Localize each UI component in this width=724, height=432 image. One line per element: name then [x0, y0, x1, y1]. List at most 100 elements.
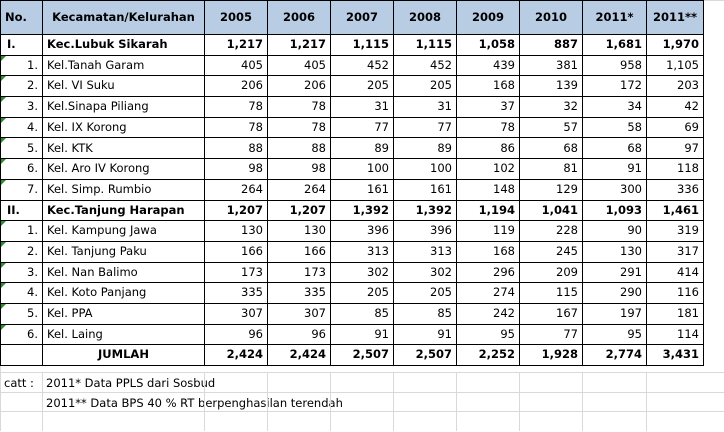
row-number[interactable]: 2.: [0, 75, 43, 98]
value-cell[interactable]: 319: [646, 220, 704, 242]
row-number[interactable]: 3.: [0, 261, 43, 284]
value-cell[interactable]: 68: [582, 137, 647, 160]
value-cell[interactable]: 116: [646, 282, 704, 304]
value-cell[interactable]: 307: [267, 302, 331, 325]
value-cell[interactable]: 414: [646, 261, 704, 284]
value-cell[interactable]: 95: [456, 323, 520, 346]
value-cell[interactable]: 1,392: [393, 199, 457, 222]
value-cell[interactable]: 2,507: [330, 344, 394, 366]
value-cell[interactable]: 405: [267, 54, 331, 77]
area-name[interactable]: Kec.Tanjung Harapan: [42, 199, 205, 222]
value-cell[interactable]: 205: [393, 282, 457, 304]
value-cell[interactable]: 1,461: [646, 199, 704, 222]
value-cell[interactable]: 98: [267, 158, 331, 180]
row-number[interactable]: 6.: [0, 158, 43, 180]
value-cell[interactable]: 300: [582, 178, 647, 201]
value-cell[interactable]: 168: [456, 240, 520, 263]
value-cell[interactable]: 1,207: [204, 199, 268, 222]
value-cell[interactable]: 2,424: [267, 344, 331, 366]
area-name[interactable]: Kel. IX Korong: [42, 116, 205, 139]
value-cell[interactable]: 335: [204, 282, 268, 304]
value-cell[interactable]: 89: [393, 137, 457, 160]
value-cell[interactable]: 58: [582, 116, 647, 139]
value-cell[interactable]: 161: [393, 178, 457, 201]
value-cell[interactable]: 77: [330, 116, 394, 139]
value-cell[interactable]: 274: [456, 282, 520, 304]
value-cell[interactable]: 57: [519, 116, 583, 139]
value-cell[interactable]: 129: [519, 178, 583, 201]
value-cell[interactable]: 452: [393, 54, 457, 77]
value-cell[interactable]: 1,681: [582, 34, 647, 56]
value-cell[interactable]: 264: [267, 178, 331, 201]
value-cell[interactable]: 313: [330, 240, 394, 263]
value-cell[interactable]: 168: [456, 75, 520, 98]
value-cell[interactable]: 206: [204, 75, 268, 98]
value-cell[interactable]: 317: [646, 240, 704, 263]
value-cell[interactable]: 86: [456, 137, 520, 160]
value-cell[interactable]: 81: [519, 158, 583, 180]
value-cell[interactable]: 98: [204, 158, 268, 180]
row-number[interactable]: 1.: [0, 54, 43, 77]
row-number[interactable]: 3.: [0, 96, 43, 118]
value-cell[interactable]: 68: [519, 137, 583, 160]
value-cell[interactable]: 166: [204, 240, 268, 263]
value-cell[interactable]: 887: [519, 34, 583, 56]
value-cell[interactable]: 205: [393, 75, 457, 98]
value-cell[interactable]: 396: [393, 220, 457, 242]
value-cell[interactable]: 78: [267, 96, 331, 118]
value-cell[interactable]: 77: [519, 323, 583, 346]
value-cell[interactable]: 90: [582, 220, 647, 242]
value-cell[interactable]: 96: [267, 323, 331, 346]
value-cell[interactable]: 37: [456, 96, 520, 118]
value-cell[interactable]: 181: [646, 302, 704, 325]
value-cell[interactable]: 42: [646, 96, 704, 118]
area-name[interactable]: Kel. KTK: [42, 137, 205, 160]
value-cell[interactable]: 97: [646, 137, 704, 160]
value-cell[interactable]: 302: [393, 261, 457, 284]
row-number[interactable]: II.: [0, 199, 43, 222]
area-name[interactable]: Kel. Nan Balimo: [42, 261, 205, 284]
value-cell[interactable]: 291: [582, 261, 647, 284]
value-cell[interactable]: 1,928: [519, 344, 583, 366]
value-cell[interactable]: 78: [456, 116, 520, 139]
value-cell[interactable]: 119: [456, 220, 520, 242]
value-cell[interactable]: 405: [204, 54, 268, 77]
row-number[interactable]: 5.: [0, 302, 43, 325]
row-number[interactable]: 7.: [0, 178, 43, 201]
row-number[interactable]: 1.: [0, 220, 43, 242]
value-cell[interactable]: 209: [519, 261, 583, 284]
value-cell[interactable]: 242: [456, 302, 520, 325]
value-cell[interactable]: 100: [330, 158, 394, 180]
area-name[interactable]: Kel. PPA: [42, 302, 205, 325]
value-cell[interactable]: 102: [456, 158, 520, 180]
value-cell[interactable]: 91: [582, 158, 647, 180]
value-cell[interactable]: 1,041: [519, 199, 583, 222]
value-cell[interactable]: 130: [267, 220, 331, 242]
value-cell[interactable]: 173: [204, 261, 268, 284]
value-cell[interactable]: 85: [330, 302, 394, 325]
value-cell[interactable]: 96: [204, 323, 268, 346]
value-cell[interactable]: 3,431: [646, 344, 704, 366]
value-cell[interactable]: 245: [519, 240, 583, 263]
value-cell[interactable]: 34: [582, 96, 647, 118]
value-cell[interactable]: 1,115: [393, 34, 457, 56]
value-cell[interactable]: 1,058: [456, 34, 520, 56]
value-cell[interactable]: 2,774: [582, 344, 647, 366]
value-cell[interactable]: 130: [582, 240, 647, 263]
value-cell[interactable]: 115: [519, 282, 583, 304]
area-name[interactable]: Kel. Aro IV Korong: [42, 158, 205, 180]
value-cell[interactable]: 114: [646, 323, 704, 346]
row-number[interactable]: 2.: [0, 240, 43, 263]
value-cell[interactable]: 167: [519, 302, 583, 325]
value-cell[interactable]: 91: [330, 323, 394, 346]
value-cell[interactable]: 32: [519, 96, 583, 118]
area-name[interactable]: Kel.Sinapa Piliang: [42, 96, 205, 118]
area-name[interactable]: Kel. Laing: [42, 323, 205, 346]
area-name[interactable]: Kel. Koto Panjang: [42, 282, 205, 304]
value-cell[interactable]: 91: [393, 323, 457, 346]
value-cell[interactable]: 148: [456, 178, 520, 201]
value-cell[interactable]: 381: [519, 54, 583, 77]
row-number[interactable]: 4.: [0, 116, 43, 139]
value-cell[interactable]: 290: [582, 282, 647, 304]
value-cell[interactable]: 100: [393, 158, 457, 180]
